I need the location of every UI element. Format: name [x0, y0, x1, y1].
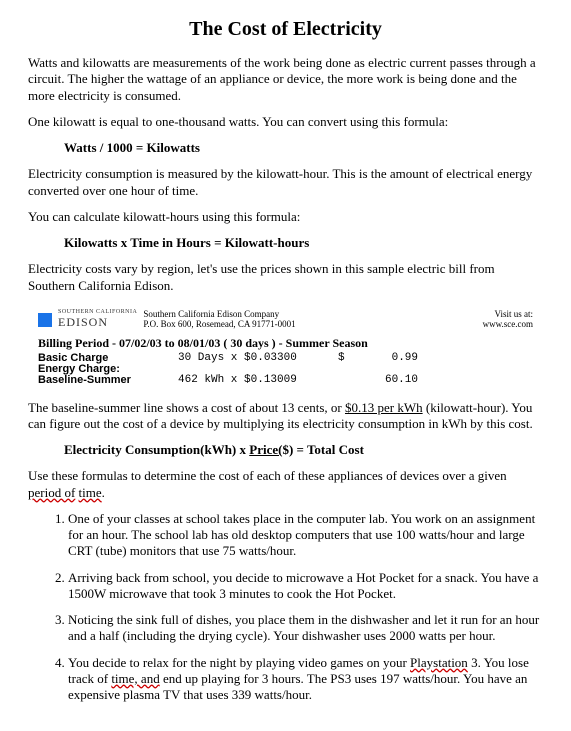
- paragraph: Electricity consumption is measured by t…: [28, 166, 543, 199]
- baseline-amt: 60.10: [358, 375, 418, 386]
- paragraph: Watts and kilowatts are measurements of …: [28, 55, 543, 104]
- list-item: One of your classes at school takes plac…: [68, 511, 543, 560]
- basic-charge-label: Basic Charge: [38, 353, 178, 364]
- edison-logo-icon: [38, 313, 52, 327]
- paragraph: Use these formulas to determine the cost…: [28, 468, 543, 501]
- baseline-calc: 462 kWh x $0.13009: [178, 375, 338, 386]
- list-item: Arriving back from school, you decide to…: [68, 570, 543, 603]
- paragraph: You can calculate kilowatt-hours using t…: [28, 209, 543, 225]
- page-title: The Cost of Electricity: [28, 18, 543, 41]
- paragraph: One kilowatt is equal to one-thousand wa…: [28, 114, 543, 130]
- formula: Watts / 1000 = Kilowatts: [64, 140, 543, 156]
- logo-text: EDISON: [58, 315, 108, 329]
- formula: Electricity Consumption(kWh) x Price($) …: [64, 442, 543, 458]
- bill-snippet: SOUTHERN CALIFORNIA EDISON Southern Cali…: [28, 304, 543, 390]
- paragraph: The baseline-summer line shows a cost of…: [28, 400, 543, 433]
- company-addr: P.O. Box 600, Rosemead, CA 91771-0001: [143, 319, 295, 329]
- visit-url: www.sce.com: [483, 319, 533, 329]
- basic-charge-calc: 30 Days x $0.03300: [178, 353, 338, 364]
- billing-period: Billing Period - 07/02/03 to 08/01/03 ( …: [38, 336, 533, 351]
- company-name: Southern California Edison Company: [143, 309, 279, 319]
- list-item: Noticing the sink full of dishes, you pl…: [68, 612, 543, 645]
- energy-charge-label: Energy Charge:: [38, 364, 178, 375]
- baseline-label: Baseline-Summer: [38, 375, 178, 386]
- visit-label: Visit us at:: [495, 309, 533, 319]
- list-item: You decide to relax for the night by pla…: [68, 655, 543, 704]
- paragraph: Electricity costs vary by region, let's …: [28, 261, 543, 294]
- charges-table: Basic Charge 30 Days x $0.03300 $ 0.99 E…: [38, 353, 533, 386]
- formula: Kilowatts x Time in Hours = Kilowatt-hou…: [64, 235, 543, 251]
- currency-symbol: $: [338, 353, 358, 364]
- question-list: One of your classes at school takes plac…: [28, 511, 543, 704]
- basic-charge-amt: 0.99: [358, 353, 418, 364]
- price-per-kwh: $0.13 per kWh: [345, 400, 423, 415]
